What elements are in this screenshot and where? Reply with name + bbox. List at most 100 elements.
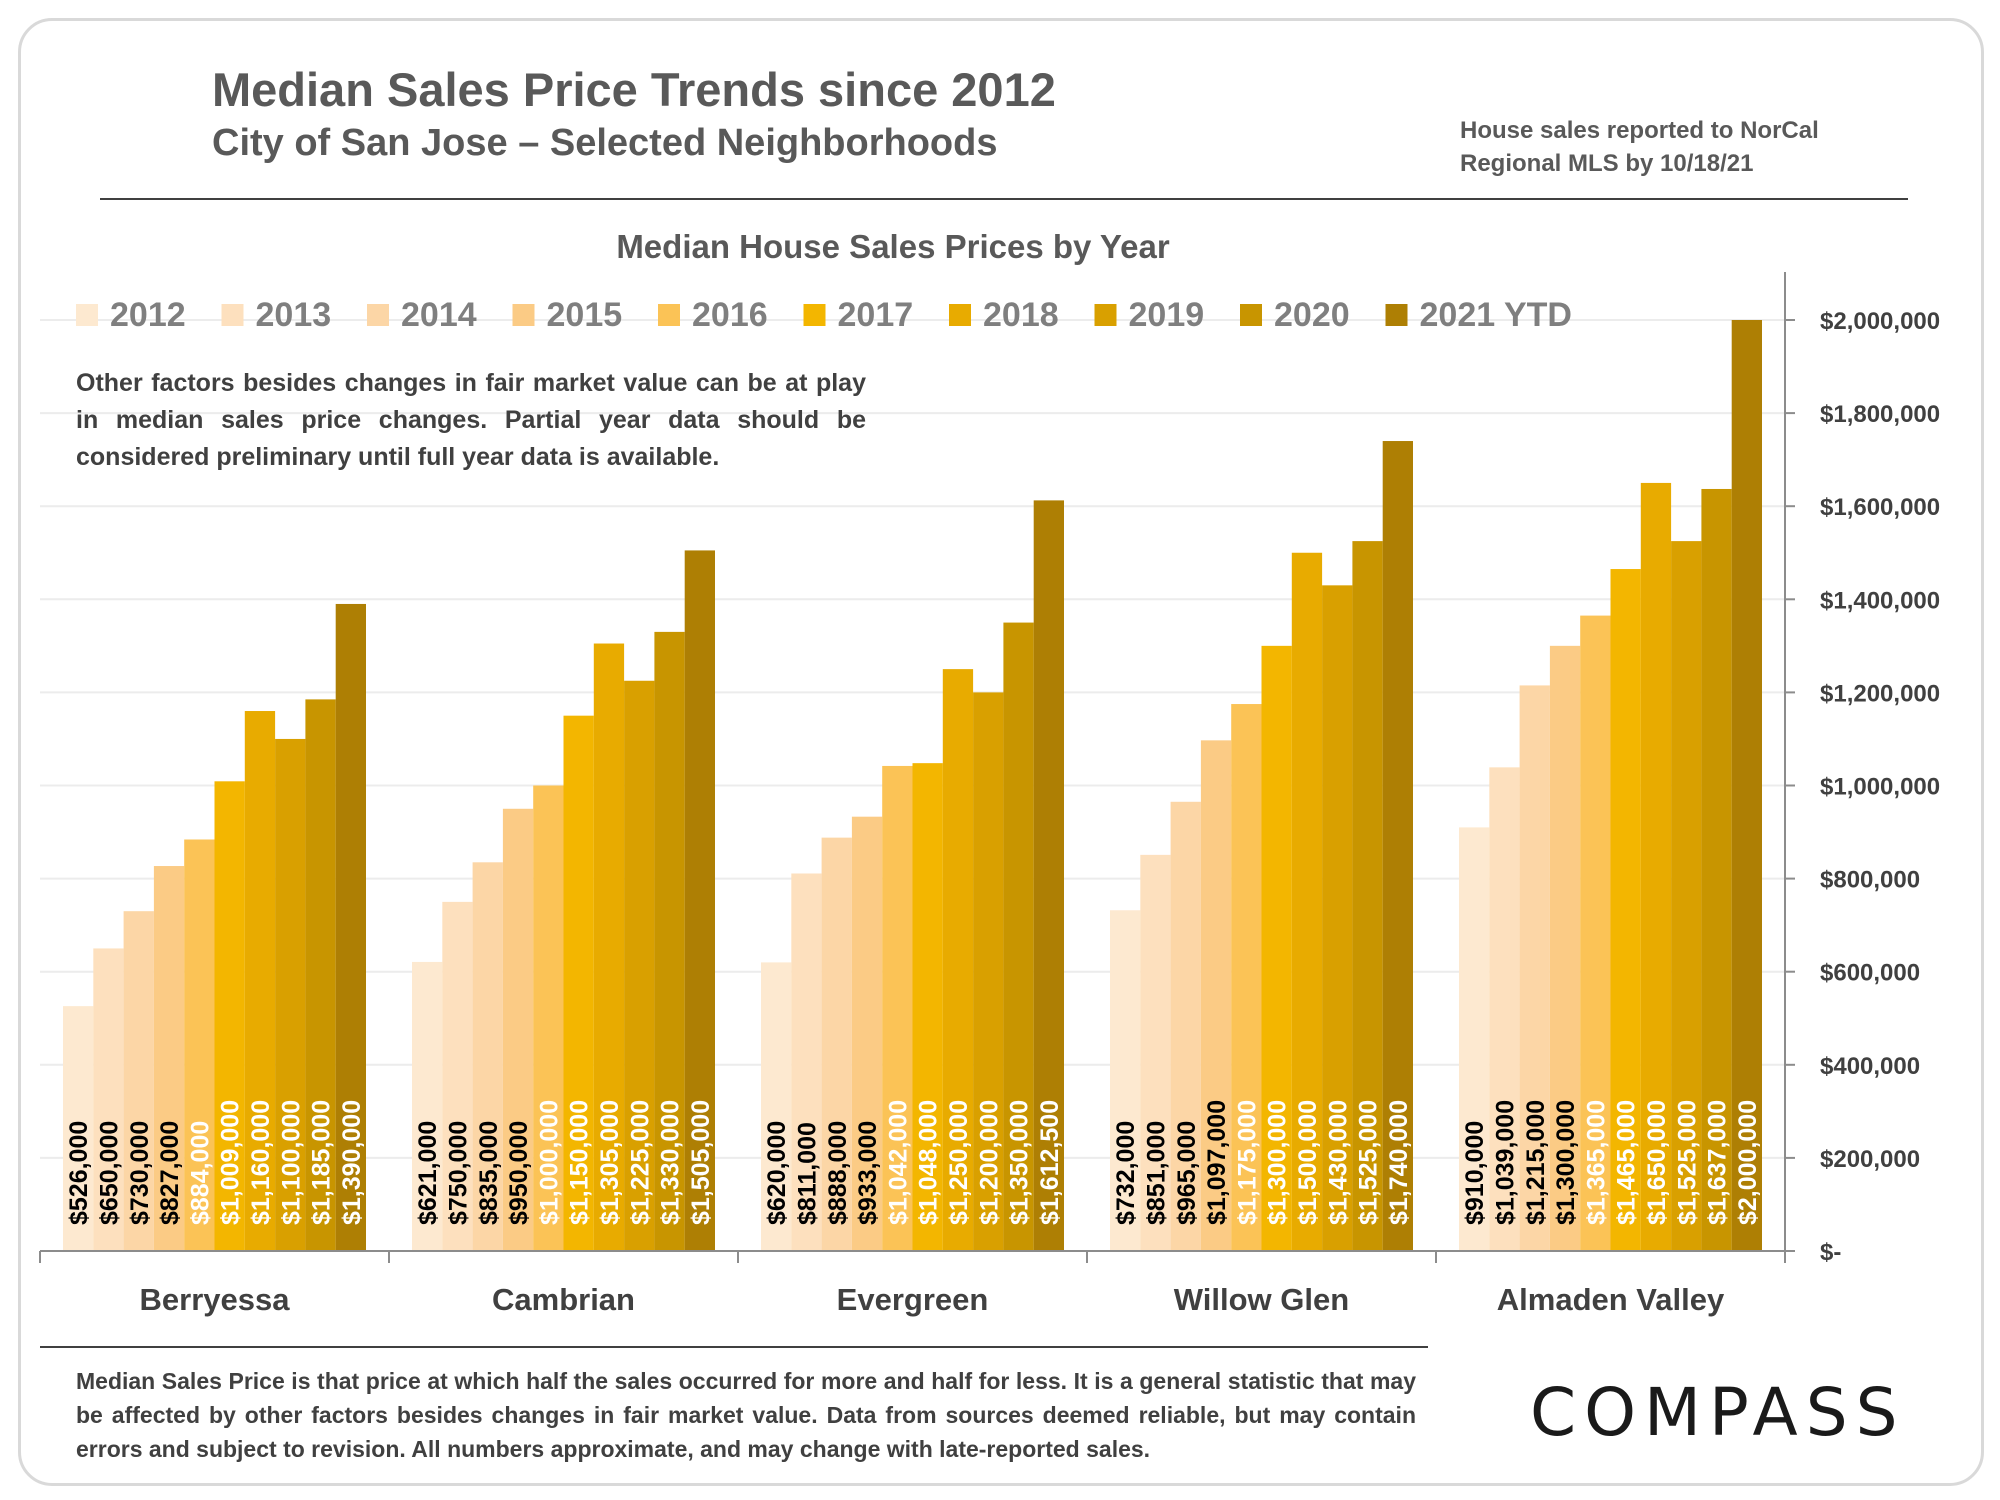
y-tick-label: $-: [1820, 1239, 1841, 1266]
bar: [1291, 552, 1323, 1251]
legend-label: 2021 YTD: [1420, 296, 1572, 334]
footer-divider: [40, 1346, 1428, 1348]
bar-value-label: $1,039,000: [1491, 1100, 1519, 1225]
legend-swatch: [367, 304, 389, 326]
bar: [93, 948, 124, 1251]
bar: [761, 962, 792, 1251]
legend-swatch: [221, 304, 244, 326]
bar-value-label: $750,000: [444, 1121, 472, 1225]
bar: [533, 785, 564, 1251]
bar-value-label: $1,185,000: [308, 1100, 336, 1225]
bar: [1170, 801, 1201, 1251]
bar-value-label: $1,637,000: [1704, 1100, 1732, 1225]
bar: [412, 961, 443, 1251]
bar: [593, 643, 625, 1251]
bar: [1140, 854, 1171, 1251]
y-tick-label: $1,400,000: [1820, 587, 1940, 614]
bar: [1231, 704, 1262, 1251]
bar-value-label: $1,300,000: [1552, 1100, 1580, 1225]
y-tick-label: $1,600,000: [1820, 494, 1940, 521]
bar: [851, 816, 883, 1251]
bar: [184, 839, 215, 1251]
bar: [305, 699, 336, 1251]
y-tick-label: $200,000: [1820, 1146, 1920, 1173]
bar: [1701, 488, 1732, 1251]
footer-disclaimer: Median Sales Price is that price at whic…: [76, 1368, 1416, 1462]
bar-value-label: $1,160,000: [247, 1100, 275, 1225]
legend-swatch: [512, 304, 535, 326]
bar: [1261, 645, 1292, 1251]
bar: [442, 901, 473, 1251]
bar: [214, 781, 245, 1251]
bar: [1033, 500, 1064, 1252]
legend-swatch: [803, 304, 826, 326]
legend-swatch: [76, 304, 98, 326]
bar: [1352, 541, 1383, 1251]
caveat-note: Other factors besides changes in fair ma…: [76, 369, 866, 471]
legend-label: 2014: [401, 296, 477, 334]
category-label: Berryessa: [140, 1282, 291, 1317]
bar-value-label: $811,000: [793, 1122, 821, 1225]
bar: [472, 862, 503, 1251]
bar-value-label: $1,525,000: [1355, 1100, 1383, 1225]
bar-value-label: $1,048,000: [915, 1100, 943, 1225]
legend-label: 2018: [983, 296, 1059, 334]
bar: [684, 550, 715, 1251]
legend-label: 2015: [547, 296, 623, 334]
legend-swatch: [949, 304, 971, 326]
bar: [1640, 482, 1672, 1251]
bar-value-label: $1,225,000: [626, 1100, 654, 1225]
bar-value-label: $1,350,000: [1006, 1100, 1034, 1225]
bar-value-label: $884,000: [186, 1121, 214, 1225]
legend-swatch: [1094, 304, 1117, 326]
bar-value-label: $827,000: [156, 1121, 184, 1225]
bar-value-label: $1,330,000: [657, 1100, 685, 1225]
bar-value-label: $910,000: [1461, 1121, 1489, 1225]
bar-value-label: $965,000: [1173, 1121, 1201, 1225]
y-tick-label: $2,000,000: [1820, 308, 1940, 335]
bar-value-label: $1,305,000: [596, 1100, 624, 1225]
bar-value-label: $732,000: [1112, 1121, 1140, 1225]
bar: [63, 1006, 94, 1251]
source-note: House sales reported to NorCal Regional …: [1460, 114, 1880, 180]
bar: [821, 837, 852, 1251]
bar-value-label: $1,740,000: [1385, 1100, 1413, 1225]
bar: [912, 763, 943, 1251]
bar-value-label: $650,000: [95, 1121, 123, 1225]
page-subtitle: City of San Jose – Selected Neighborhood…: [212, 122, 998, 164]
bar: [1671, 541, 1702, 1251]
bar: [1580, 615, 1611, 1251]
bar-value-label: $1,300,000: [1264, 1100, 1292, 1225]
category-label: Cambrian: [492, 1282, 635, 1317]
y-tick-label: $600,000: [1820, 960, 1920, 987]
legend-label: 2012: [110, 296, 186, 334]
legend-label: 2013: [256, 296, 332, 334]
bar: [335, 603, 366, 1251]
bar: [1110, 910, 1141, 1251]
bar-value-label: $1,525,000: [1673, 1100, 1701, 1225]
page-title: Median Sales Price Trends since 2012: [212, 63, 1056, 116]
bar-value-label: $1,215,000: [1522, 1100, 1550, 1225]
bar-value-label: $1,097,000: [1203, 1100, 1231, 1225]
bar: [624, 680, 655, 1251]
bar: [1489, 767, 1520, 1251]
legend-label: 2017: [838, 296, 914, 334]
bar-value-label: $1,650,000: [1643, 1100, 1671, 1225]
bar-value-label: $621,000: [414, 1121, 442, 1225]
y-tick-label: $800,000: [1820, 867, 1920, 894]
bar-value-label: $835,000: [475, 1121, 503, 1225]
bar-value-label: $888,000: [824, 1121, 852, 1225]
bar: [1549, 645, 1581, 1251]
category-label: Willow Glen: [1174, 1282, 1349, 1317]
compass-logo: COMPASS: [1530, 1374, 1906, 1451]
bar: [1459, 827, 1490, 1251]
bar: [882, 765, 913, 1251]
legend-swatch: [1240, 304, 1262, 326]
bar-value-label: $620,000: [763, 1121, 791, 1225]
bar-value-label: $730,000: [126, 1121, 154, 1225]
category-label: Almaden Valley: [1497, 1282, 1725, 1317]
bar: [123, 911, 154, 1251]
legend-swatch: [1385, 304, 1408, 326]
bar: [244, 711, 276, 1251]
bar-value-label: $1,612,500: [1036, 1100, 1064, 1225]
